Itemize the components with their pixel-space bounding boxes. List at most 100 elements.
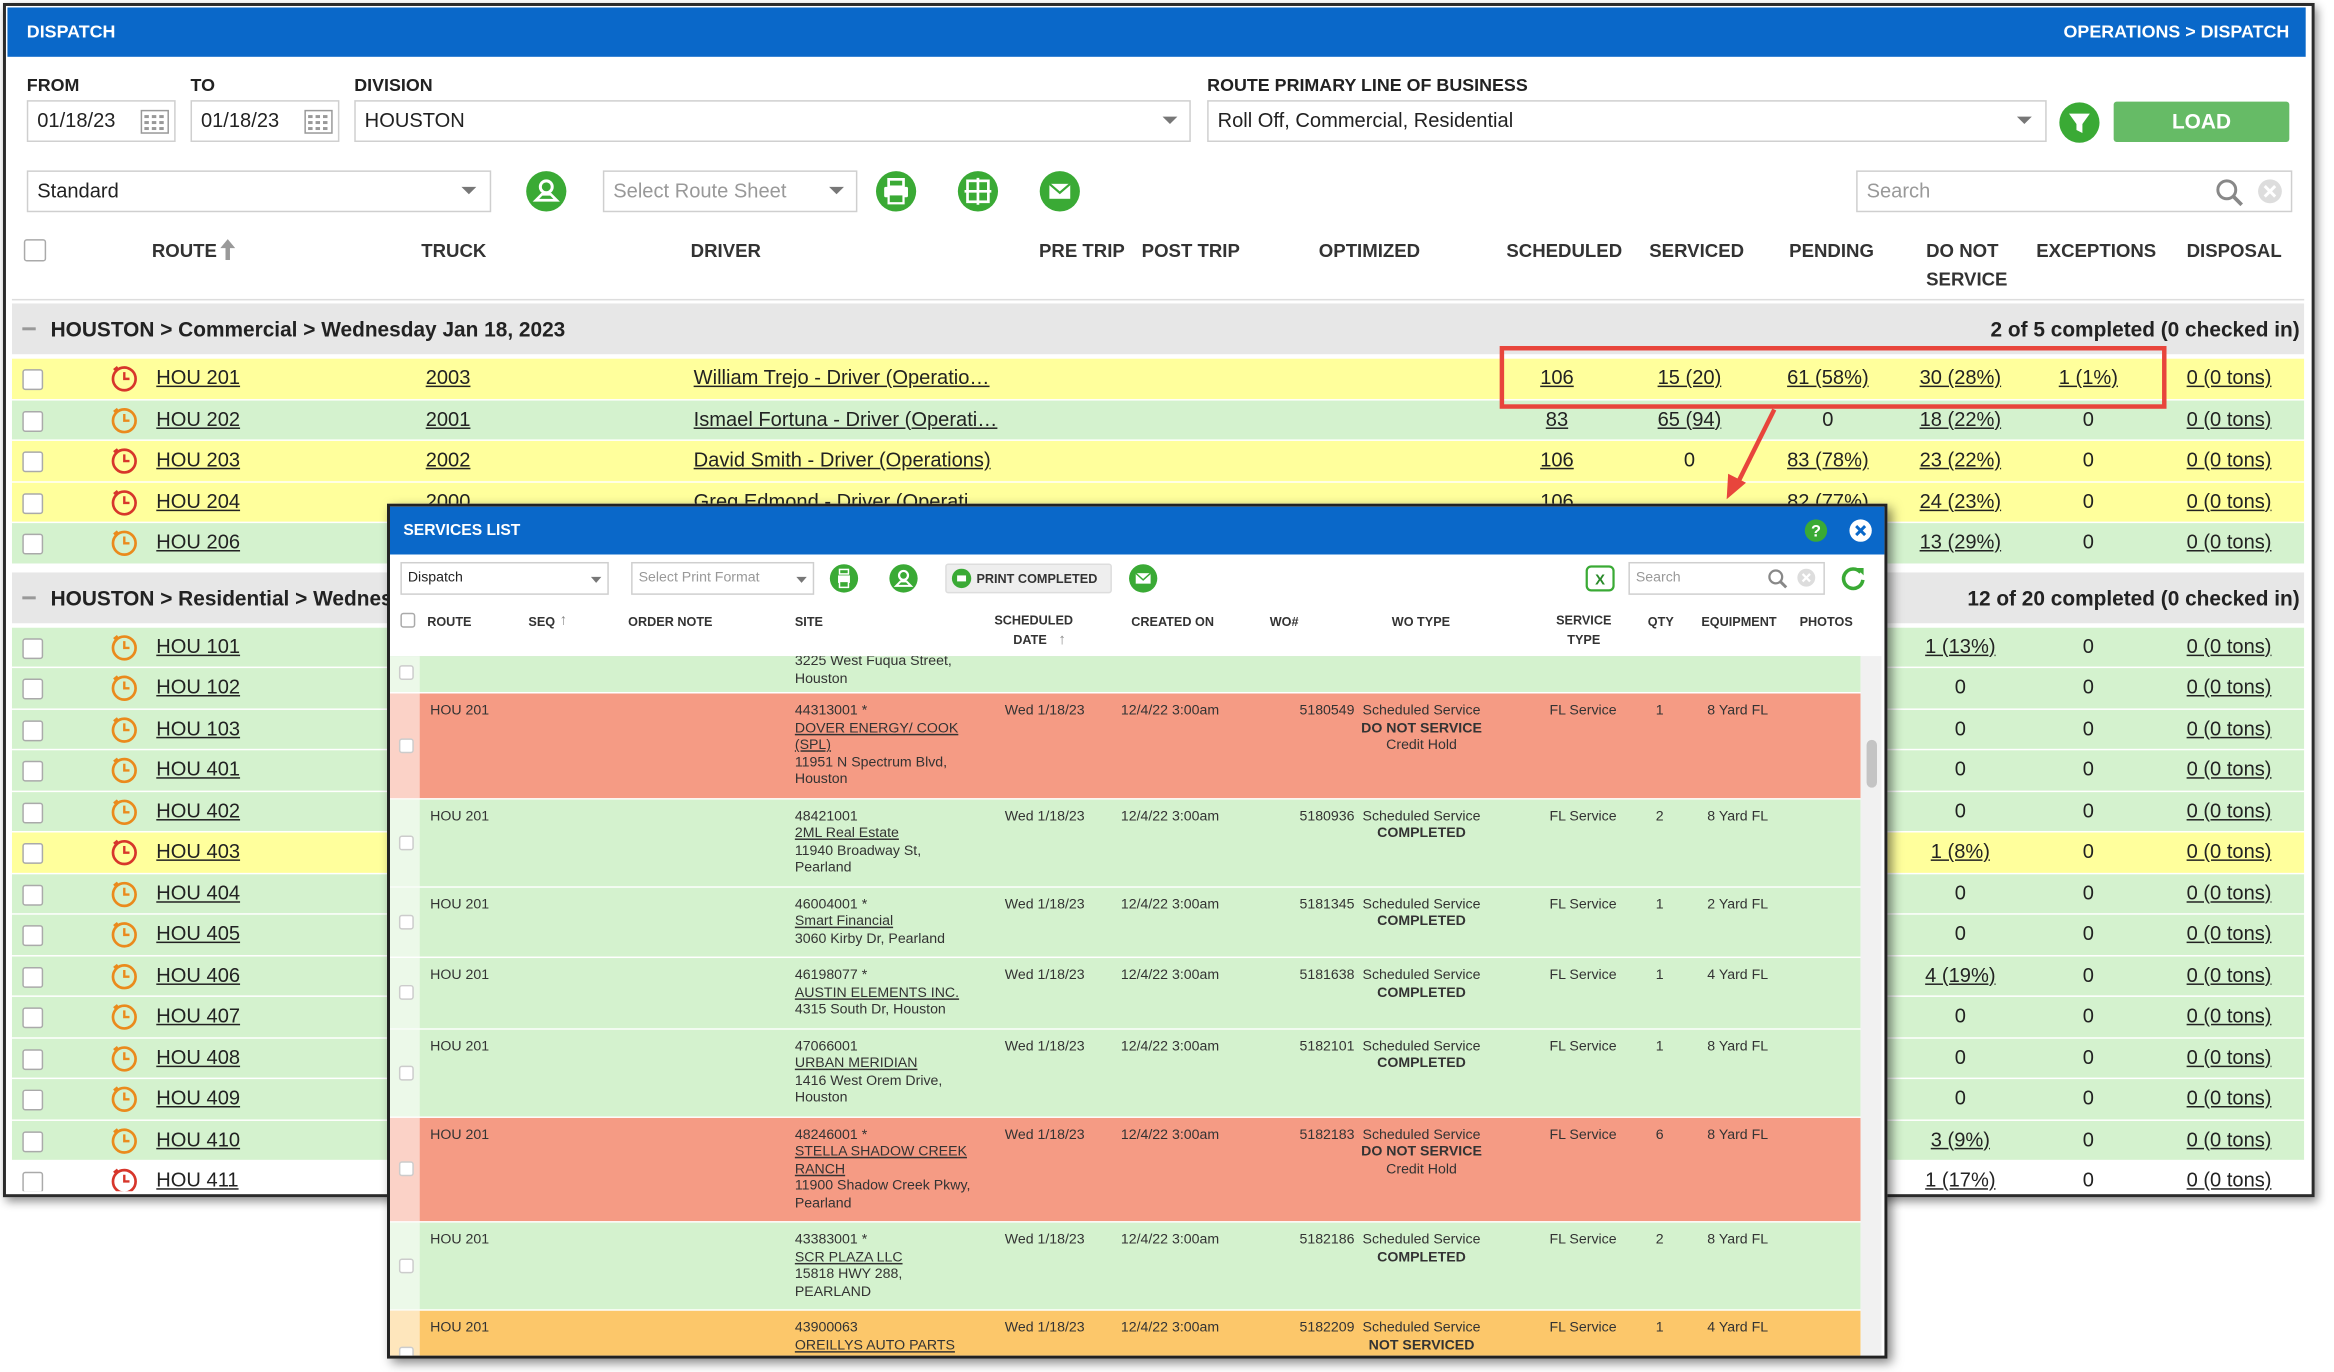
route-link[interactable]: HOU 407 <box>156 1004 241 1027</box>
lob-select[interactable]: Roll Off, Commercial, Residential <box>1207 100 2047 142</box>
site-name[interactable]: SCR PLAZA LLC <box>794 1248 903 1266</box>
to-input[interactable]: 01/18/23 <box>190 100 340 142</box>
row-checkbox[interactable] <box>22 1089 44 1111</box>
disposal-cell[interactable]: 0 (0 tons) <box>2186 530 2272 554</box>
disposal-cell[interactable]: 0 (0 tons) <box>2186 798 2272 822</box>
scheduled-cell[interactable]: 106 <box>1540 366 1574 389</box>
close-button[interactable] <box>1849 519 1873 543</box>
load-button[interactable]: LOAD <box>2113 101 2290 142</box>
route-link[interactable]: HOU 401 <box>156 757 241 781</box>
do-not-service-cell[interactable]: 1 (17%) <box>1925 1168 1996 1192</box>
route-link[interactable]: HOU 103 <box>156 716 241 740</box>
serviced-cell[interactable]: 15 (20) <box>1657 366 1722 389</box>
dialog-view-select[interactable]: Dispatch <box>400 561 609 595</box>
breadcrumb[interactable]: OPERATIONS > DISPATCH <box>2063 20 2290 42</box>
route-link[interactable]: HOU 201 <box>156 366 241 389</box>
do-not-service-cell[interactable]: 23 (22%) <box>1919 448 2002 471</box>
print-format-select[interactable]: Select Print Format <box>631 561 815 595</box>
route-link[interactable]: HOU 204 <box>156 489 241 512</box>
pending-cell[interactable]: 61 (58%) <box>1787 366 1869 389</box>
do-not-service-cell[interactable]: 1 (13%) <box>1925 634 1996 657</box>
sort-arrow[interactable] <box>219 238 237 262</box>
row-checkbox[interactable] <box>22 1130 44 1152</box>
row-checkbox[interactable] <box>398 1258 414 1274</box>
refresh-button[interactable] <box>1838 563 1868 593</box>
print-completed-button[interactable] <box>945 563 1112 594</box>
do-not-service-cell[interactable]: 13 (29%) <box>1919 530 2002 554</box>
search-input[interactable]: Search <box>1856 170 2293 213</box>
do-not-service-cell[interactable]: 4 (19%) <box>1925 963 1996 986</box>
row-checkbox[interactable] <box>22 1171 44 1192</box>
route-link[interactable]: HOU 202 <box>156 407 241 430</box>
excel-button[interactable]: X <box>1585 565 1615 592</box>
calendar-icon[interactable] <box>304 108 334 135</box>
site-name[interactable]: Smart Financial <box>794 913 894 930</box>
route-link[interactable]: HOU 409 <box>156 1086 241 1109</box>
print-button[interactable] <box>875 170 917 212</box>
disposal-cell[interactable]: 0 (0 tons) <box>2186 839 2272 863</box>
row-checkbox[interactable] <box>22 801 44 823</box>
row-checkbox[interactable] <box>22 1048 44 1070</box>
row-checkbox[interactable] <box>22 719 44 741</box>
route-link[interactable]: HOU 408 <box>156 1045 241 1068</box>
collapse-icon[interactable] <box>22 327 36 331</box>
disposal-cell[interactable]: 0 (0 tons) <box>2186 963 2272 986</box>
print-button[interactable] <box>829 563 859 593</box>
route-sheet-select[interactable]: Select Route Sheet <box>602 170 858 213</box>
grid-button[interactable] <box>957 170 999 212</box>
route-link[interactable]: HOU 410 <box>156 1127 241 1151</box>
driver-cell[interactable]: William Trejo - Driver (Operatio… <box>693 366 990 389</box>
route-link[interactable]: HOU 411 <box>156 1168 239 1192</box>
row-checkbox[interactable] <box>22 369 44 391</box>
driver-cell[interactable]: Ismael Fortuna - Driver (Operati… <box>693 407 998 430</box>
site-name[interactable]: STELLA SHADOW CREEK RANCH <box>794 1143 967 1177</box>
truck-cell[interactable]: 2001 <box>425 407 471 430</box>
do-not-service-cell[interactable]: 1 (8%) <box>1930 839 1990 863</box>
disposal-cell[interactable]: 0 (0 tons) <box>2186 407 2272 430</box>
site-name[interactable]: URBAN MERIDIAN <box>794 1055 918 1072</box>
disposal-cell[interactable]: 0 (0 tons) <box>2186 448 2272 471</box>
disposal-cell[interactable]: 0 (0 tons) <box>2186 1004 2272 1027</box>
select-all-checkbox[interactable] <box>23 239 47 262</box>
do-not-service-cell[interactable]: 24 (23%) <box>1919 489 2002 512</box>
driver-cell[interactable]: David Smith - Driver (Operations) <box>693 448 991 471</box>
row-checkbox[interactable] <box>22 925 44 947</box>
route-link[interactable]: HOU 203 <box>156 448 241 471</box>
disposal-cell[interactable]: 0 (0 tons) <box>2186 922 2272 945</box>
site-name[interactable]: AUSTIN ELEMENTS INC. <box>794 984 960 1001</box>
row-checkbox[interactable] <box>22 966 44 988</box>
disposal-cell[interactable]: 0 (0 tons) <box>2186 634 2272 657</box>
site-name[interactable]: OREILLYS AUTO PARTS ORE006215 <box>794 1336 955 1356</box>
clear-icon[interactable] <box>1797 568 1816 587</box>
row-checkbox[interactable] <box>22 637 44 659</box>
row-checkbox[interactable] <box>398 665 414 681</box>
disposal-cell[interactable]: 0 (0 tons) <box>2186 1086 2272 1109</box>
disposal-cell[interactable]: 0 (0 tons) <box>2186 716 2272 740</box>
row-checkbox[interactable] <box>22 678 44 700</box>
map-button[interactable] <box>525 170 567 212</box>
filter-button[interactable] <box>2059 102 2101 144</box>
map-button[interactable] <box>889 563 919 593</box>
row-checkbox[interactable] <box>398 1346 414 1356</box>
row-checkbox[interactable] <box>22 451 44 473</box>
do-not-service-cell[interactable]: 3 (9%) <box>1930 1127 1990 1151</box>
disposal-cell[interactable]: 0 (0 tons) <box>2186 1045 2272 1068</box>
row-checkbox[interactable] <box>398 737 414 753</box>
disposal-cell[interactable]: 0 (0 tons) <box>2186 757 2272 781</box>
pending-cell[interactable]: 83 (78%) <box>1787 448 1869 471</box>
route-link[interactable]: HOU 402 <box>156 798 241 822</box>
division-select[interactable]: HOUSTON <box>354 100 1191 142</box>
row-checkbox[interactable] <box>22 533 44 555</box>
row-checkbox[interactable] <box>22 492 44 514</box>
route-link[interactable]: HOU 206 <box>156 530 241 554</box>
calendar-icon[interactable] <box>140 108 170 135</box>
from-input[interactable]: 01/18/23 <box>26 100 176 142</box>
email-button[interactable] <box>1128 563 1158 593</box>
row-checkbox[interactable] <box>22 410 44 432</box>
route-link[interactable]: HOU 404 <box>156 881 241 904</box>
scheduled-cell[interactable]: 106 <box>1540 448 1574 471</box>
disposal-cell[interactable]: 0 (0 tons) <box>2186 881 2272 904</box>
help-button[interactable]: ? <box>1804 519 1828 543</box>
row-checkbox[interactable] <box>22 842 44 864</box>
route-link[interactable]: HOU 405 <box>156 922 241 945</box>
